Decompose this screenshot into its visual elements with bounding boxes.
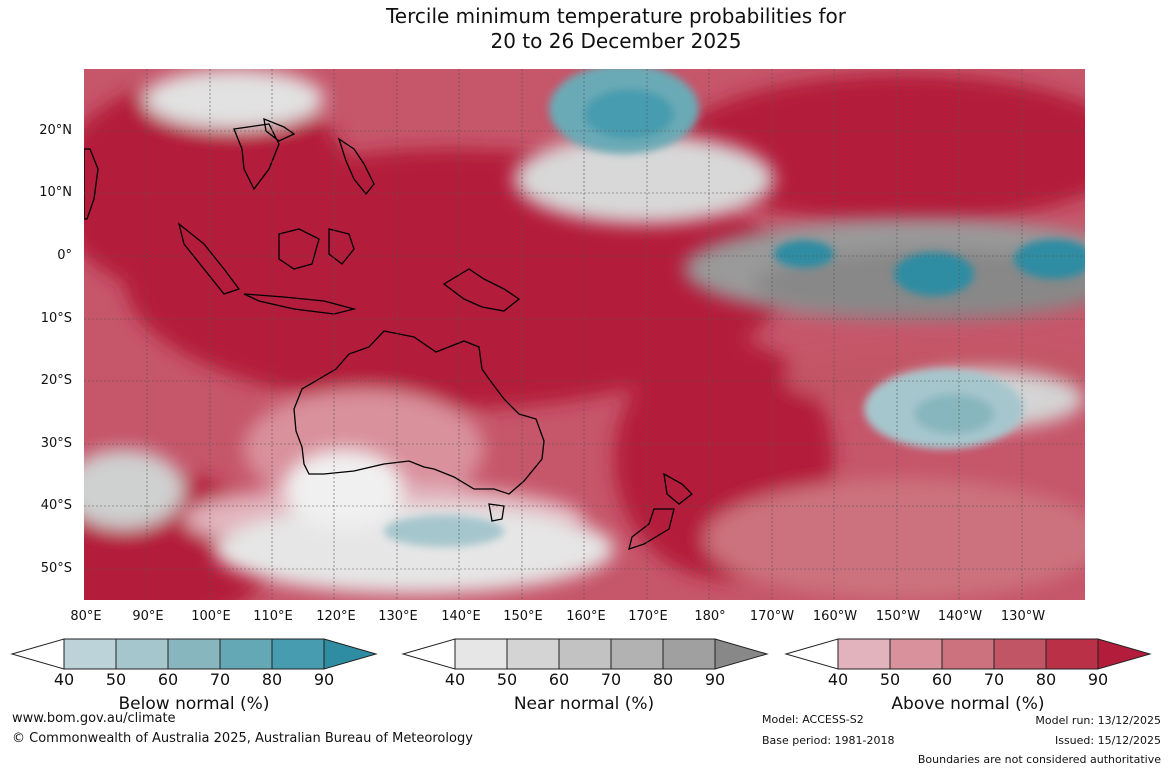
lat-label: 10°N (39, 185, 72, 200)
colorbar-segment (219, 638, 273, 670)
model-run-text: Model run: 13/12/2025 (1035, 714, 1161, 727)
lon-label: 150°E (503, 609, 543, 624)
colorbar-segment (558, 638, 612, 670)
map-title: Tercile minimum temperature probabilitie… (0, 4, 1173, 54)
issued-text: Issued: 15/12/2025 (1054, 734, 1161, 747)
colorbar-segment (167, 638, 221, 670)
lon-label: 130°E (378, 609, 418, 624)
base-period-text: Base period: 1981-2018 (762, 734, 895, 747)
above-normal-regions (84, 69, 1085, 600)
colorbar-segment (889, 638, 943, 670)
legend-title-near: Near normal (%) (513, 694, 655, 714)
lat-label: 0° (57, 248, 72, 263)
lat-label: 50°S (40, 561, 72, 576)
colorbar-tick: 40 (444, 670, 466, 689)
lon-label: 90°E (132, 609, 164, 624)
colorbar-segment (271, 638, 325, 670)
legend-title-below: Below normal (%) (118, 694, 270, 714)
colorbar-tick: 50 (105, 670, 127, 689)
colorbar-near-normal (401, 638, 769, 670)
probability-map (84, 69, 1085, 600)
colorbar-segment (784, 638, 839, 670)
colorbar-tick: 60 (548, 670, 570, 689)
coastlines (84, 117, 693, 550)
colorbar-tick: 80 (652, 670, 674, 689)
website-link[interactable]: www.bom.gov.au/climate (12, 711, 176, 726)
below-normal-regions (384, 69, 1085, 547)
colorbar-tick: 60 (157, 670, 179, 689)
legend-title-above: Above normal (%) (891, 694, 1045, 714)
model-text: Model: ACCESS-S2 (762, 713, 864, 726)
lon-label: 160°E (566, 609, 606, 624)
colorbar-tick: 70 (983, 670, 1005, 689)
lon-label: 180° (694, 609, 726, 624)
lat-label: 10°S (40, 311, 72, 326)
colorbar-tick: 90 (1087, 670, 1109, 689)
colorbar-segment (63, 638, 117, 670)
lon-label: 120°E (316, 609, 356, 624)
lon-label: 80°E (70, 609, 102, 624)
map-title-line1: Tercile minimum temperature probabilitie… (385, 4, 847, 28)
lat-label: 20°S (40, 373, 72, 388)
lon-label: 100°E (191, 609, 231, 624)
colorbar-tick: 90 (704, 670, 726, 689)
colorbar-tick: 70 (209, 670, 231, 689)
lat-label: 40°S (40, 498, 72, 513)
lon-label: 170°W (749, 609, 795, 624)
colorbar-tick: 50 (496, 670, 518, 689)
graticule (84, 69, 1085, 600)
colorbar-below-normal (10, 638, 378, 670)
colorbar-segment (323, 638, 378, 670)
colorbar-tick: 40 (827, 670, 849, 689)
colorbar-segment (1097, 638, 1152, 670)
colorbar-tick: 70 (600, 670, 622, 689)
colorbar-segment (1045, 638, 1099, 670)
colorbar-segment (10, 638, 65, 670)
colorbar-segment (662, 638, 716, 670)
colorbar-segment (993, 638, 1047, 670)
lon-label: 150°W (875, 609, 921, 624)
disclaimer-text: Boundaries are not considered authoritat… (917, 753, 1161, 766)
colorbar-above-normal (784, 638, 1152, 670)
colorbar-tick: 50 (879, 670, 901, 689)
map-title-line2: 20 to 26 December 2025 (490, 29, 742, 53)
lon-label: 130°W (1000, 609, 1046, 624)
lat-label: 20°N (39, 123, 72, 138)
colorbar-segment (401, 638, 456, 670)
lon-label: 140°W (937, 609, 983, 624)
lat-label: 30°S (40, 436, 72, 451)
lon-label: 140°E (441, 609, 481, 624)
colorbar-tick: 40 (53, 670, 75, 689)
colorbar-tick: 90 (313, 670, 335, 689)
copyright-text: © Commonwealth of Australia 2025, Austra… (12, 731, 473, 746)
colorbar-segment (454, 638, 508, 670)
colorbar-segment (610, 638, 664, 670)
colorbar-segment (115, 638, 169, 670)
lon-label: 170°E (628, 609, 668, 624)
colorbar-segment (506, 638, 560, 670)
lon-label: 160°W (812, 609, 858, 624)
colorbar-tick: 60 (931, 670, 953, 689)
lon-label: 110°E (253, 609, 293, 624)
colorbar-segment (941, 638, 995, 670)
colorbar-tick: 80 (261, 670, 283, 689)
colorbar-segment (714, 638, 769, 670)
colorbar-tick: 80 (1035, 670, 1057, 689)
colorbar-segment (837, 638, 891, 670)
